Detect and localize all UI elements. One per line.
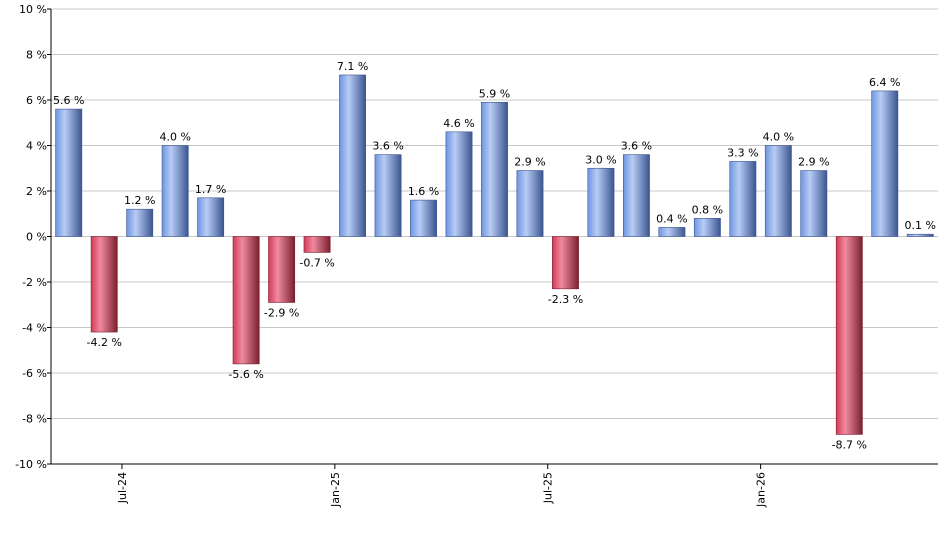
data-label: -2.9 %	[264, 306, 299, 319]
data-label: 1.7 %	[195, 183, 226, 196]
y-tick-label: -2 %	[22, 276, 47, 289]
bar-positive	[55, 108, 83, 237]
bar-positive	[374, 154, 402, 237]
y-tick-label: 10 %	[19, 3, 47, 16]
data-label: 3.3 %	[727, 146, 758, 159]
bar-positive	[410, 199, 437, 237]
bar-positive	[764, 145, 792, 237]
bar-negative	[90, 236, 118, 333]
data-label: 4.0 %	[763, 131, 794, 144]
data-label: 3.6 %	[372, 140, 403, 153]
data-label: 4.6 %	[443, 117, 474, 130]
y-tick-label: 8 %	[26, 49, 47, 62]
data-label: 0.4 %	[656, 212, 687, 225]
bar-positive	[339, 74, 367, 237]
y-tick-label: -4 %	[22, 322, 47, 335]
bar-negative	[552, 236, 579, 290]
y-tick-label: 6 %	[26, 94, 47, 107]
bar-positive	[516, 170, 544, 237]
data-label: 0.8 %	[692, 203, 723, 216]
bar-positive	[587, 167, 615, 237]
y-tick-label: -10 %	[15, 458, 47, 471]
data-label: 3.6 %	[621, 140, 652, 153]
bar-positive	[161, 145, 189, 237]
data-label: -5.6 %	[228, 368, 263, 381]
y-tick-label: 2 %	[26, 185, 47, 198]
data-label: 2.9 %	[514, 156, 545, 169]
x-tick-label: Jan-25	[329, 472, 342, 508]
bar-positive	[693, 218, 721, 237]
bar-positive	[481, 101, 508, 237]
bar-negative	[303, 236, 331, 253]
bar-positive	[906, 233, 934, 237]
bar-negative	[835, 236, 863, 435]
data-label: -0.7 %	[299, 256, 334, 269]
data-label: 6.4 %	[869, 76, 900, 89]
data-label: 5.9 %	[479, 87, 510, 100]
data-label: 3.0 %	[585, 153, 616, 166]
bar-positive	[126, 208, 154, 237]
bar-negative	[232, 236, 260, 365]
y-tick-label: -6 %	[22, 367, 47, 380]
data-label: -4.2 %	[87, 336, 122, 349]
bar-negative	[268, 236, 296, 303]
bar-positive	[197, 197, 225, 237]
y-axis-ticks: 10 % 8 % 6 % 4 % 2 % 0 % -2 % -4 % -6 % -8 % -10 %	[15, 3, 51, 471]
axes	[50, 9, 938, 465]
x-tick-label: Jan-26	[755, 472, 768, 508]
bar-positive	[729, 161, 757, 237]
bars	[55, 74, 934, 435]
bar-positive	[445, 131, 473, 237]
data-label: 7.1 %	[337, 60, 368, 73]
data-label: 2.9 %	[798, 156, 829, 169]
y-tick-label: 4 %	[26, 140, 47, 153]
data-label: -2.3 %	[548, 293, 583, 306]
data-label: 0.1 %	[905, 219, 936, 232]
data-labels: 5.6 % -4.2 % 1.2 % 4.0 % 1.7 % -5.6 % -2.9 % -0…	[53, 60, 936, 451]
data-label: -8.7 %	[832, 438, 867, 451]
y-tick-label: 0 %	[26, 231, 47, 244]
data-label: 1.2 %	[124, 194, 155, 207]
data-label: 4.0 %	[159, 131, 190, 144]
data-label: 1.6 %	[408, 185, 439, 198]
x-tick-label: Jul-24	[116, 472, 129, 504]
bar-positive	[871, 90, 899, 237]
bar-positive	[622, 154, 650, 237]
y-tick-label: -8 %	[22, 413, 47, 426]
bar-positive	[800, 170, 828, 237]
x-axis-ticks: Jul-24 Jan-25 Jul-25 Jan-26	[116, 464, 768, 508]
bar-positive	[658, 227, 686, 237]
data-label: 5.6 %	[53, 94, 84, 107]
x-tick-label: Jul-25	[542, 472, 555, 504]
